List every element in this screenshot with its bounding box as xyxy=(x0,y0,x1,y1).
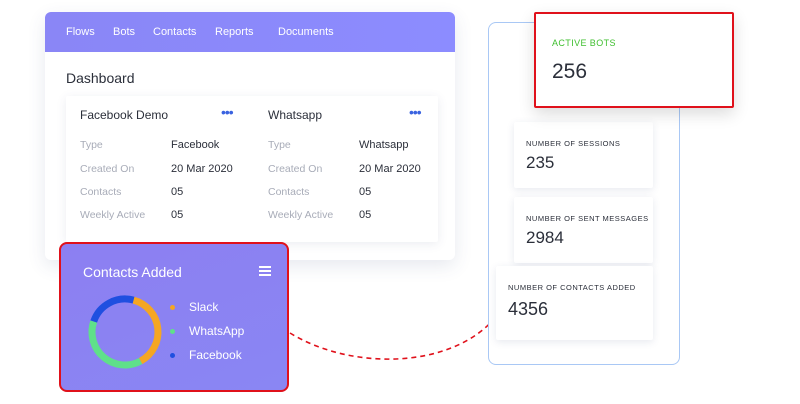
contacts-added-card: Contacts Added Slack WhatsApp Facebook xyxy=(59,242,289,392)
row-label: Weekly Active xyxy=(80,209,146,221)
stat-value: 2984 xyxy=(526,228,564,247)
row-value: 05 xyxy=(171,209,184,221)
row-value: 20 Mar 2020 xyxy=(171,163,233,175)
top-nav: Flows Bots Contacts Reports Documents xyxy=(45,12,455,52)
donut-slice-whatsapp[interactable] xyxy=(88,320,143,369)
bot-card-title: Facebook Demo xyxy=(80,108,169,122)
stat-value: 4356 xyxy=(508,299,549,319)
legend-item-whatsapp: WhatsApp xyxy=(170,324,245,338)
row-label: Contacts xyxy=(80,186,122,198)
more-icon[interactable]: ••• xyxy=(221,104,234,120)
legend-label: Facebook xyxy=(189,348,242,362)
row-value: Facebook xyxy=(171,139,220,151)
row-value: 05 xyxy=(359,186,372,198)
nav-item-reports[interactable]: Reports xyxy=(215,26,254,38)
row-value: 20 Mar 2020 xyxy=(359,163,421,175)
legend-dot xyxy=(170,353,175,358)
row-value: 05 xyxy=(359,209,372,221)
row-label: Created On xyxy=(80,163,135,175)
nav-item-bots[interactable]: Bots xyxy=(113,26,136,38)
row-value: Whatsapp xyxy=(359,139,409,151)
stat-value: 235 xyxy=(526,153,555,172)
row-value: 05 xyxy=(171,186,184,198)
dashboard-card: Flows Bots Contacts Reports Documents Da… xyxy=(45,12,455,260)
row-label: Type xyxy=(268,139,291,151)
legend-item-slack: Slack xyxy=(170,300,219,314)
row-label: Weekly Active xyxy=(268,209,334,221)
donut-slice-slack[interactable] xyxy=(132,296,162,365)
legend-item-facebook: Facebook xyxy=(170,348,242,362)
bot-card-whatsapp[interactable]: Whatsapp ••• Type Whatsapp Created On 20… xyxy=(268,96,438,242)
row-label: Type xyxy=(80,139,103,151)
hamburger-icon[interactable] xyxy=(259,266,271,276)
stat-active-bots: ACTIVE BOTS 256 xyxy=(534,12,734,108)
stat-sent-messages: NUMBER OF SENT MESSAGES 2984 xyxy=(514,197,653,263)
legend-label: WhatsApp xyxy=(189,324,245,338)
card-title: Contacts Added xyxy=(83,264,182,280)
donut-slice-facebook[interactable] xyxy=(90,295,135,323)
stat-label: NUMBER OF SENT MESSAGES xyxy=(526,214,649,223)
nav-item-flows[interactable]: Flows xyxy=(66,26,95,38)
more-icon[interactable]: ••• xyxy=(409,104,422,120)
legend-label: Slack xyxy=(189,300,219,314)
legend-dot xyxy=(170,329,175,334)
stat-value: 256 xyxy=(552,60,588,83)
nav-item-contacts[interactable]: Contacts xyxy=(153,26,197,38)
stat-label: ACTIVE BOTS xyxy=(552,38,616,48)
stat-contacts-added: NUMBER OF CONTACTS ADDED 4356 xyxy=(496,266,653,340)
bot-card-title: Whatsapp xyxy=(268,108,323,122)
stat-label: NUMBER OF SESSIONS xyxy=(526,139,621,148)
stat-label: NUMBER OF CONTACTS ADDED xyxy=(508,283,636,292)
bots-overview: Facebook Demo ••• Type Facebook Created … xyxy=(66,96,438,242)
donut-chart xyxy=(88,295,162,369)
row-label: Created On xyxy=(268,163,323,175)
bot-card-facebook-demo[interactable]: Facebook Demo ••• Type Facebook Created … xyxy=(80,96,250,242)
row-label: Contacts xyxy=(268,186,310,198)
page-title: Dashboard xyxy=(66,70,135,86)
stat-sessions: NUMBER OF SESSIONS 235 xyxy=(514,122,653,188)
nav-item-documents[interactable]: Documents xyxy=(278,26,334,38)
legend-dot xyxy=(170,305,175,310)
